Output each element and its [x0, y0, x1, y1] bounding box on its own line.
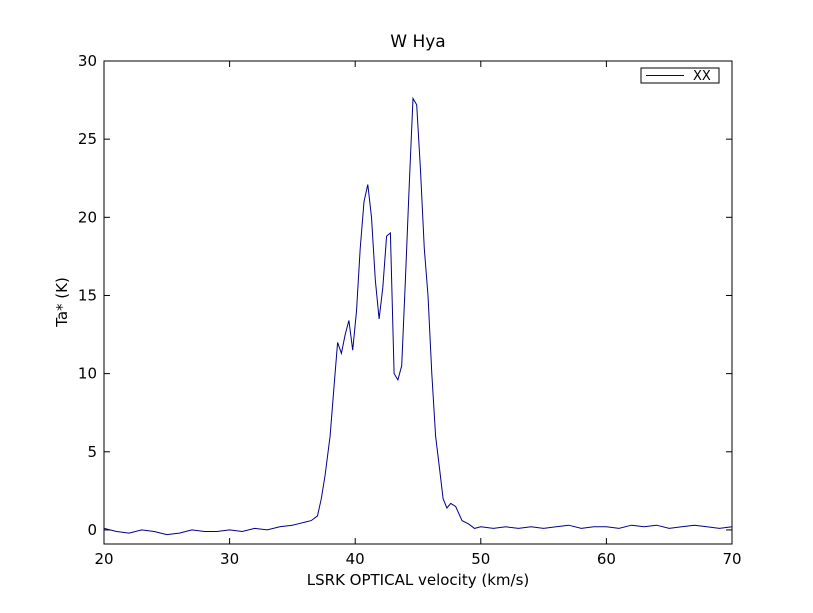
y-tick-label: 5 [87, 443, 97, 461]
y-axis-label: Ta* (K) [53, 277, 71, 328]
x-tick-label: 30 [220, 550, 239, 568]
x-tick-label: 20 [94, 550, 113, 568]
y-tick-label: 20 [78, 208, 97, 226]
y-tick-label: 15 [78, 286, 97, 304]
x-tick-label: 60 [597, 550, 616, 568]
x-tick-label: 70 [722, 550, 741, 568]
legend-label-xx: XX [693, 69, 711, 84]
y-tick-label: 30 [78, 52, 97, 70]
y-tick-label: 25 [78, 130, 97, 148]
y-axis: 0 5 10 15 20 25 30 [78, 52, 732, 539]
chart-title: W Hya [390, 32, 445, 52]
series-line-xx [103, 96, 733, 536]
y-tick-label: 0 [87, 521, 97, 539]
x-tick-label: 40 [346, 550, 365, 568]
plot-area [103, 60, 733, 545]
legend: XX [640, 67, 720, 84]
x-axis: 20 30 40 50 60 70 [94, 61, 742, 568]
series-layer [103, 96, 733, 536]
y-tick-label: 10 [78, 365, 97, 383]
x-tick-label: 50 [471, 550, 490, 568]
x-axis-label: LSRK OPTICAL velocity (km/s) [307, 571, 529, 589]
